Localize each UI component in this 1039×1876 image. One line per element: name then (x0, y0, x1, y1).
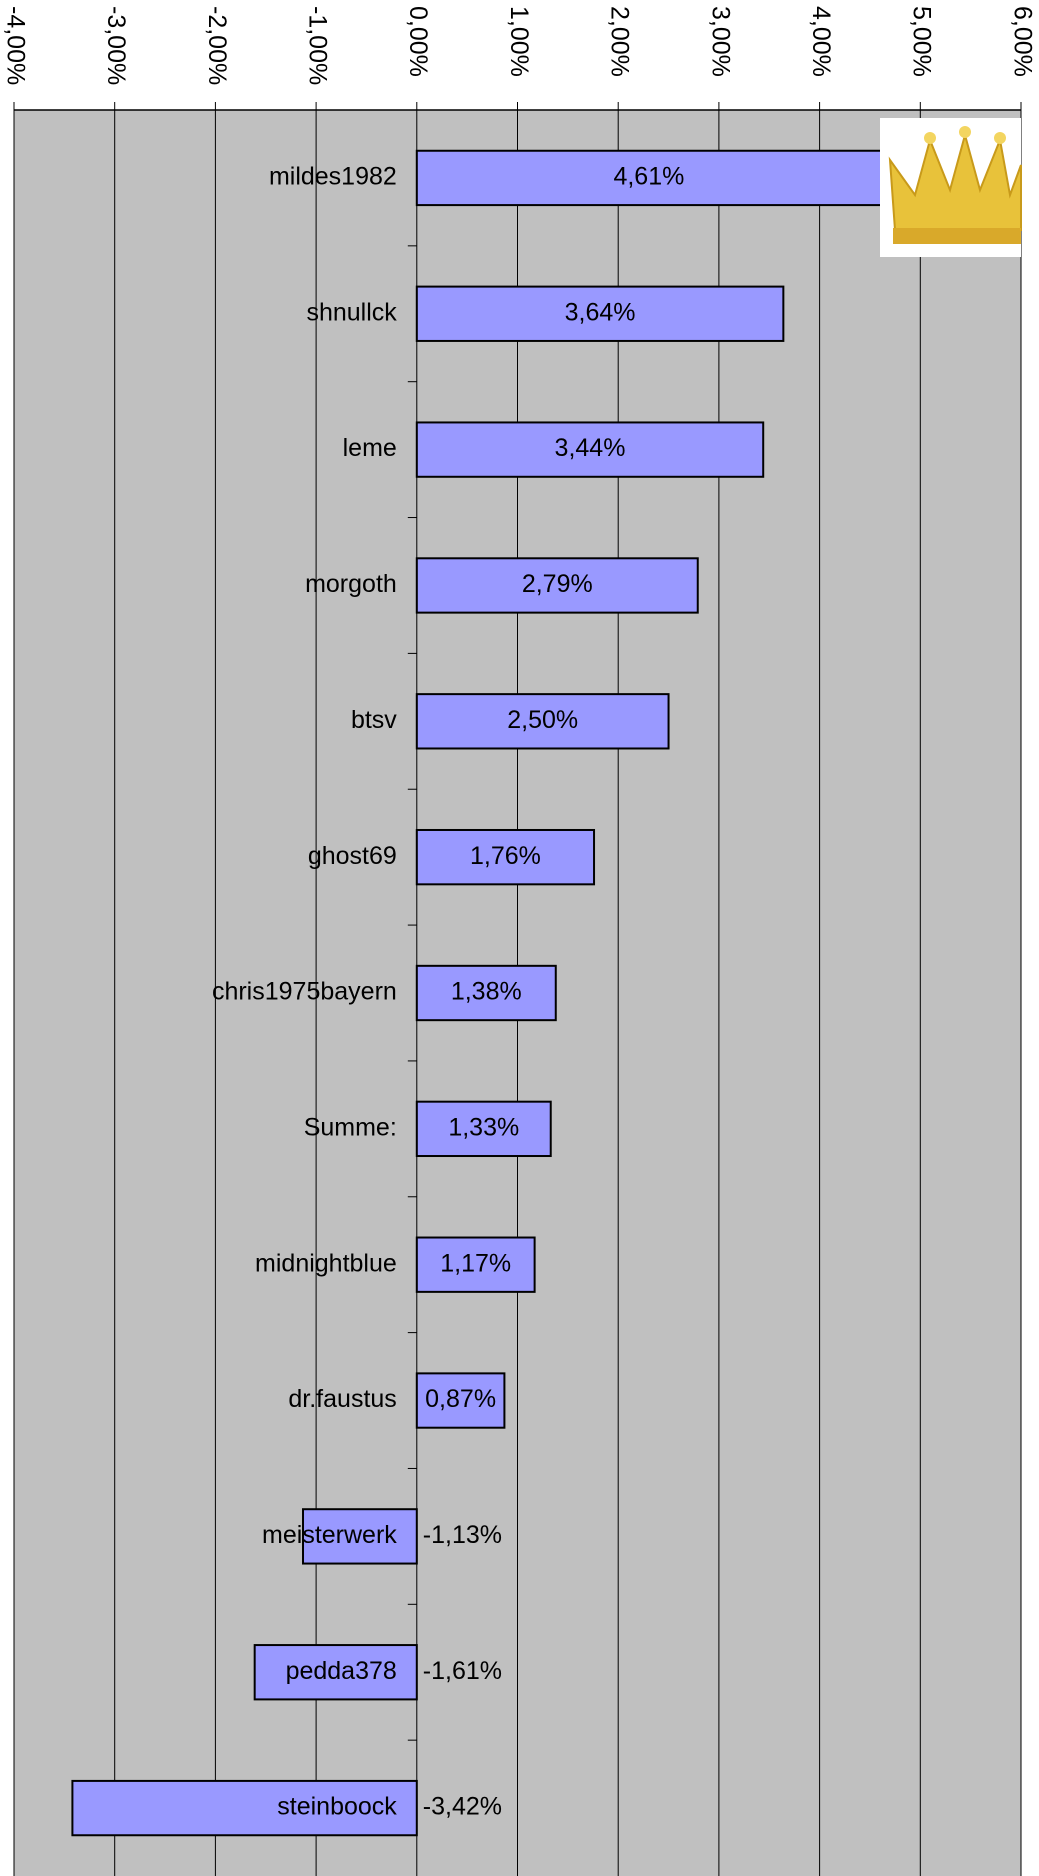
crown (888, 131, 1022, 231)
crown-jewel (959, 126, 971, 138)
bar (415, 1372, 506, 1429)
value-label: 3,64% (565, 298, 636, 326)
crown-band (893, 228, 1021, 244)
bar (415, 964, 557, 1022)
crown-jewel (994, 132, 1006, 144)
category-label: ghost69 (308, 842, 397, 870)
category-label: chris1975bayern (212, 978, 397, 1006)
category-label: Summe: (304, 1113, 397, 1141)
x-tick-label: -2,00% (203, 6, 231, 85)
value-label: 1,38% (451, 978, 522, 1006)
category-label: shnullck (306, 298, 397, 326)
marks: -4,00% -3,00% -2,00% -1,00% 0,00% 1,00% 2,00% 3… (1, 6, 1036, 1876)
value-label: 3,44% (555, 434, 626, 462)
value-label: 4,61% (613, 163, 684, 191)
category-label: pedda378 (286, 1657, 397, 1685)
bar (415, 1100, 552, 1158)
category-label: btsv (351, 706, 397, 734)
bar (302, 1508, 418, 1565)
value-label: -1,61% (423, 1657, 502, 1685)
value-label: 1,76% (470, 842, 541, 870)
value-label: -1,13% (423, 1521, 502, 1549)
bar (71, 1779, 418, 1837)
x-tick-label: 3,00% (706, 6, 734, 77)
bar (415, 285, 785, 342)
value-label: 1,17% (440, 1249, 511, 1277)
x-tick-label: -1,00% (303, 6, 331, 85)
category-label: midnightblue (255, 1249, 397, 1277)
value-label: 1,33% (448, 1113, 519, 1141)
crown-jewel (924, 132, 936, 144)
value-label: -3,42% (423, 1793, 502, 1821)
value-label: 2,79% (522, 570, 593, 598)
x-tick-label: 2,00% (606, 6, 634, 77)
category-label: mildes1982 (269, 163, 397, 191)
category-label: steinboock (277, 1793, 397, 1821)
x-tick-label: 5,00% (908, 6, 936, 77)
bar (415, 1236, 536, 1293)
x-tick-label: 0,00% (404, 6, 432, 77)
category-label: meisterwerk (262, 1521, 397, 1549)
category-label: leme (343, 434, 397, 462)
category-label: dr.faustus (288, 1385, 396, 1413)
x-tick-label: 6,00% (1008, 6, 1036, 77)
value-label: 2,50% (507, 706, 578, 734)
x-tick-label: -4,00% (1, 6, 29, 85)
x-tick-label: -3,00% (102, 6, 130, 85)
bar (253, 1644, 418, 1701)
bar (415, 693, 670, 750)
value-label: 0,87% (425, 1385, 496, 1413)
bar (415, 421, 765, 478)
crown-image (880, 118, 1022, 257)
x-tick-label: 1,00% (505, 6, 533, 77)
category-label: morgoth (305, 570, 397, 598)
bar (415, 557, 699, 614)
x-tick-label: 4,00% (807, 6, 835, 77)
bar (415, 828, 596, 886)
